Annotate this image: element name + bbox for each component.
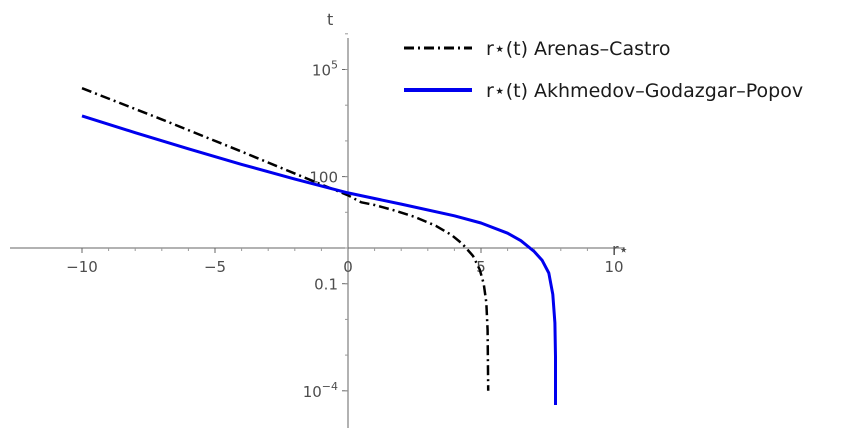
y-axis-title: t <box>327 10 333 29</box>
legend-label-arenas-castro: r⋆(t) Arenas–Castro <box>486 38 670 60</box>
x-ticks: −10 −5 0 5 10 <box>66 248 624 276</box>
series-line-akhmedov-godazgar-popov <box>81 114 557 405</box>
x-tick-label: 10 <box>604 258 623 276</box>
legend-label-akhmedov-godazgar-popov: r⋆(t) Akhmedov–Godazgar–Popov <box>486 80 803 102</box>
series-line-arenas-castro <box>81 87 490 391</box>
x-tick-label: 5 <box>476 258 486 276</box>
y-tick-label: 100 <box>309 169 338 187</box>
y-tick-label: 10−4 <box>303 380 338 401</box>
y-tick-label: 105 <box>312 59 338 80</box>
y-ticks: 105 100 0.1 10−4 <box>303 33 348 401</box>
x-tick-label: −10 <box>66 258 98 276</box>
x-tick-label: 0 <box>343 258 353 276</box>
plot-series <box>81 87 557 405</box>
axes: −10 −5 0 5 10 105 100 0.1 10−4 r⋆ t <box>10 10 629 428</box>
y-tick-label: 0.1 <box>314 276 338 294</box>
x-tick-label: −5 <box>204 258 226 276</box>
legend: r⋆(t) Arenas–Castro r⋆(t) Akhmedov–Godaz… <box>404 38 803 102</box>
x-axis-title: r⋆ <box>612 240 629 259</box>
